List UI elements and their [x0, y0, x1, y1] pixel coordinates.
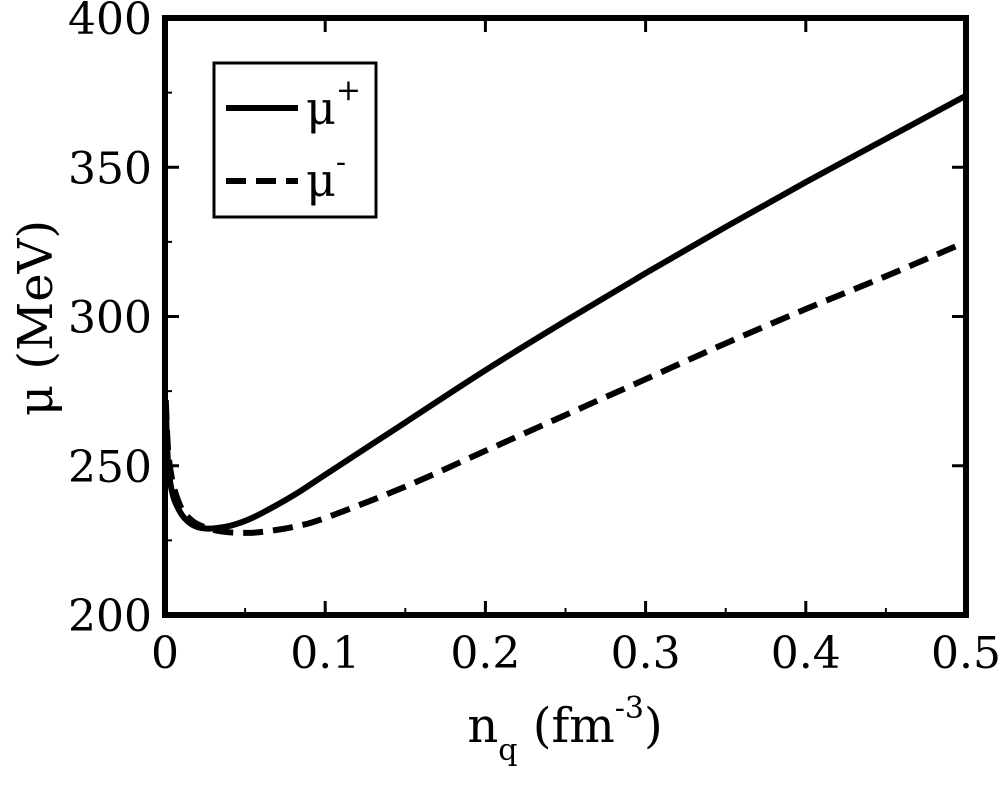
y-tick-label: 250: [68, 442, 152, 493]
x-axis-title-unit-close: ): [644, 698, 663, 754]
y-tick-label: 200: [68, 591, 152, 642]
x-tick-label: 0.3: [611, 628, 681, 679]
plot-frame: [162, 15, 969, 618]
x-axis-title-unit-sup: -3: [615, 691, 644, 726]
y-tick-label: 300: [68, 293, 152, 344]
legend-label-mu-plus: μ+: [306, 73, 361, 135]
x-tick-label: 0: [151, 628, 179, 679]
legend: μ+ μ-: [212, 61, 378, 219]
series-layer: [162, 92, 968, 536]
x-tick-label: 0.1: [290, 628, 360, 679]
legend-box: [212, 61, 378, 219]
y-axis-title: μ (MeV): [8, 220, 64, 416]
series-line-mu-minus: [162, 239, 968, 536]
legend-label-mu-plus-base: μ: [306, 81, 336, 135]
axis-tick-labels: 0 0.1 0.2 0.3 0.4 0.5 200 250 300 350 400: [68, 0, 1001, 679]
x-axis-title: nq (fm-3): [467, 691, 662, 768]
x-tick-label: 0.4: [771, 628, 841, 679]
x-axis-title-sub: q: [498, 733, 517, 768]
x-axis-title-main: n: [467, 698, 498, 754]
legend-label-mu-minus-sup: -: [336, 145, 346, 180]
y-tick-label: 350: [68, 143, 152, 194]
y-tick-label: 400: [68, 0, 152, 45]
legend-label-mu-minus: μ-: [306, 145, 346, 207]
x-tick-label: 0.2: [450, 628, 520, 679]
x-axis-title-unit: (fm: [517, 698, 614, 754]
legend-label-mu-plus-sup: +: [336, 73, 361, 108]
x-tick-label: 0.5: [931, 628, 1001, 679]
legend-label-mu-minus-base: μ: [306, 153, 336, 207]
series-line-mu-plus: [162, 92, 968, 532]
